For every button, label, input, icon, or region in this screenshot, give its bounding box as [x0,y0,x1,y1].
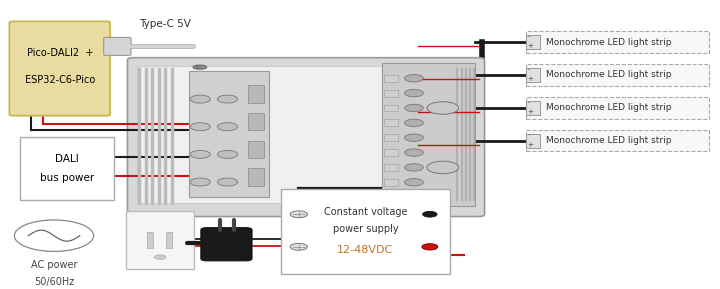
Circle shape [405,75,423,82]
Bar [526,64,709,86]
Bar [137,66,428,203]
Text: +: + [528,43,534,49]
Text: -: - [528,132,530,138]
Circle shape [405,89,423,97]
Bar [126,211,194,268]
FancyBboxPatch shape [127,58,485,216]
Text: Monochrome LED light strip: Monochrome LED light strip [546,103,671,112]
Circle shape [217,150,238,158]
Text: Constant voltage: Constant voltage [324,207,407,217]
Circle shape [405,104,423,112]
Bar [382,63,475,206]
Text: Pico-DALI2  +: Pico-DALI2 + [27,48,93,58]
Bar [189,71,269,197]
Bar [281,188,450,274]
Text: -: - [528,33,530,39]
Bar [248,140,264,158]
FancyBboxPatch shape [104,37,131,55]
Circle shape [217,178,238,186]
Text: 50/60Hz: 50/60Hz [34,277,74,287]
FancyBboxPatch shape [9,21,110,116]
Circle shape [405,179,423,186]
Text: +: + [528,142,534,148]
Circle shape [427,161,459,174]
Text: ESP32-C6-Pico: ESP32-C6-Pico [24,75,95,86]
Circle shape [197,65,207,69]
Bar [384,134,398,141]
Bar [526,35,540,49]
Circle shape [217,123,238,131]
Circle shape [405,149,423,156]
Text: Type-C 5V: Type-C 5V [139,19,191,29]
Bar [526,68,540,82]
Text: 12-48VDC: 12-48VDC [337,245,394,255]
Bar [384,75,398,82]
Text: Monochrome LED light strip: Monochrome LED light strip [546,38,671,47]
Text: +: + [528,76,534,82]
Bar [20,137,114,200]
Circle shape [290,211,307,218]
Bar [384,90,398,97]
Circle shape [290,243,307,250]
Bar [526,134,540,148]
Bar [384,119,398,126]
Circle shape [405,193,423,201]
Bar [248,85,264,103]
Bar [384,179,398,186]
Bar [166,232,172,248]
Bar [384,105,398,112]
Bar [526,130,709,151]
Text: power supply: power supply [333,224,398,234]
Bar [526,97,709,118]
Text: -: - [528,99,530,105]
Circle shape [422,244,438,250]
Circle shape [427,102,459,114]
Circle shape [190,123,210,131]
Circle shape [190,150,210,158]
Bar [384,164,398,171]
Bar [248,113,264,131]
Text: DALI: DALI [55,154,78,164]
Text: bus power: bus power [40,173,94,183]
Text: +: + [528,109,534,115]
Text: AC power: AC power [31,260,77,270]
Text: -: - [528,66,530,72]
Circle shape [190,178,210,186]
Bar [526,32,709,53]
Circle shape [405,119,423,127]
Bar [384,194,398,201]
Circle shape [190,95,210,103]
Text: Monochrome LED light strip: Monochrome LED light strip [546,136,671,145]
Circle shape [423,211,437,217]
Bar [248,168,264,186]
Bar [147,232,153,248]
Circle shape [193,65,203,69]
Circle shape [14,220,94,251]
Text: Monochrome LED light strip: Monochrome LED light strip [546,71,671,79]
Circle shape [217,95,238,103]
Circle shape [154,255,166,260]
Bar [526,101,540,115]
Circle shape [405,164,423,171]
Bar [384,149,398,156]
Circle shape [405,134,423,141]
FancyBboxPatch shape [201,228,252,261]
